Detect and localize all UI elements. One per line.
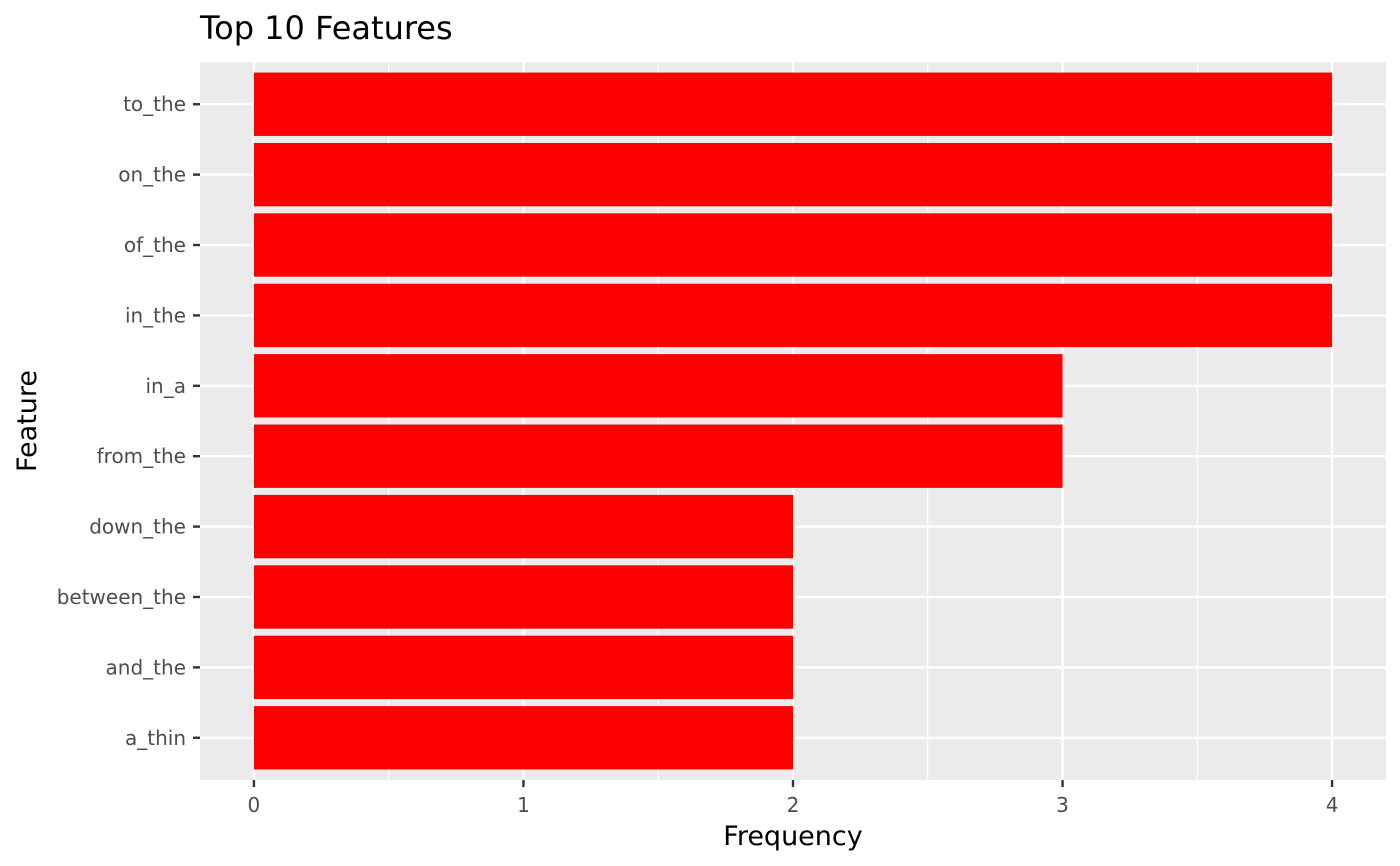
bar-between-the: [253, 565, 794, 629]
y-tick-label: down_the: [89, 515, 186, 539]
y-axis-title: Feature: [12, 370, 43, 472]
bar-of-the: [253, 213, 1333, 277]
x-tick-label: 2: [787, 793, 800, 817]
bar-in-a: [253, 354, 1063, 418]
bar-to-the: [253, 72, 1333, 136]
y-axis: to_the on_the of_the in_the in_a from_thedown…: [57, 92, 200, 750]
bar-down-the: [253, 494, 794, 559]
x-tick-label: 1: [517, 793, 530, 817]
y-tick-label: and_the: [106, 655, 186, 679]
bar-in-the: [253, 283, 1333, 348]
y-tick-label: on_the: [118, 163, 186, 187]
bar-a-thin: [253, 706, 794, 770]
y-tick-label: a_thin: [125, 726, 186, 750]
y-tick-label: between_the: [57, 585, 186, 609]
x-axis-title: Frequency: [723, 821, 863, 852]
bar-from-the: [253, 424, 1063, 488]
bar-on-the: [253, 142, 1333, 207]
y-tick-label: to_the: [123, 92, 186, 116]
chart-title: Top 10 Features: [199, 9, 453, 47]
bar-and-the: [253, 635, 794, 700]
x-tick-label: 0: [248, 793, 261, 817]
x-tick-label: 3: [1056, 793, 1069, 817]
x-axis: 0 1 2 3 4: [248, 780, 1339, 817]
y-tick-label: from_the: [97, 444, 186, 468]
y-tick-label: in_the: [125, 303, 186, 327]
bars: [253, 72, 1333, 770]
y-tick-label: of_the: [124, 233, 186, 257]
y-tick-label: in_a: [146, 374, 187, 398]
x-tick-label: 4: [1326, 793, 1339, 817]
